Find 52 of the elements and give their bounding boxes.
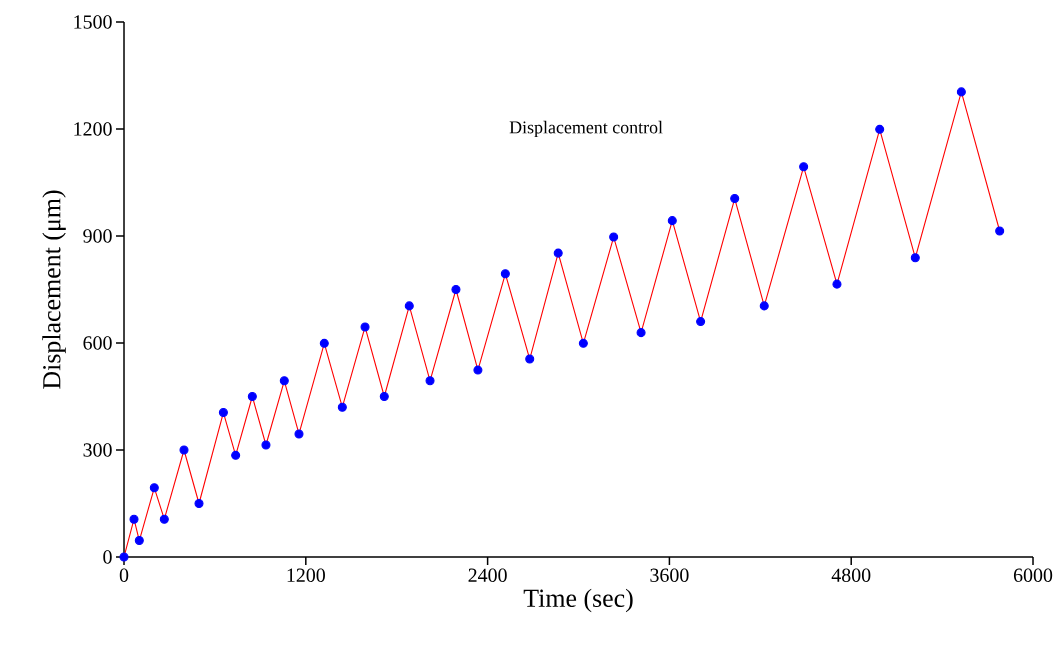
x-tick-label: 1200: [287, 568, 325, 582]
point: [609, 232, 619, 242]
x-tick-label: 6000: [1013, 568, 1053, 582]
point: [231, 450, 241, 460]
y-tick-label: 300: [83, 443, 112, 457]
point: [279, 376, 289, 386]
point: [129, 514, 139, 524]
point: [149, 483, 159, 493]
point: [337, 402, 347, 412]
point: [294, 429, 304, 439]
point: [500, 269, 510, 279]
point: [956, 87, 966, 97]
point: [696, 317, 706, 327]
y-tick-label: 900: [83, 229, 112, 243]
point: [578, 338, 588, 348]
point: [179, 445, 189, 455]
x-tick-label: 0: [119, 568, 129, 582]
point: [404, 301, 414, 311]
annotation: Displacement control: [509, 120, 663, 138]
x-tick-label: 3600: [650, 568, 689, 582]
point: [553, 248, 563, 258]
y-tick-label: 0: [103, 550, 112, 564]
y-axis-title: Displacement (μm): [42, 190, 66, 389]
point: [995, 226, 1005, 236]
point: [667, 216, 677, 226]
point: [875, 124, 885, 134]
x-tick-label: 2400: [468, 568, 507, 582]
point: [247, 391, 257, 402]
point: [473, 365, 483, 375]
point: [261, 440, 271, 450]
y-tick-label: 1200: [74, 122, 112, 136]
point: [119, 552, 129, 562]
x-tick-label: 4800: [831, 568, 871, 582]
point: [525, 354, 535, 364]
point: [159, 514, 169, 524]
point: [379, 391, 389, 402]
point: [759, 301, 769, 311]
point: [134, 536, 144, 546]
point: [360, 322, 370, 332]
point: [910, 253, 920, 263]
point: [730, 194, 740, 204]
point: [832, 279, 842, 289]
point: [319, 338, 329, 348]
x-axis-title: Time (sec): [523, 588, 633, 613]
point: [218, 408, 228, 418]
point: [451, 284, 461, 295]
point: [425, 376, 435, 386]
point: [799, 162, 809, 172]
y-tick-label: 600: [83, 336, 112, 350]
point: [194, 498, 204, 509]
y-tick-label: 1500: [74, 15, 112, 29]
point: [636, 328, 646, 338]
